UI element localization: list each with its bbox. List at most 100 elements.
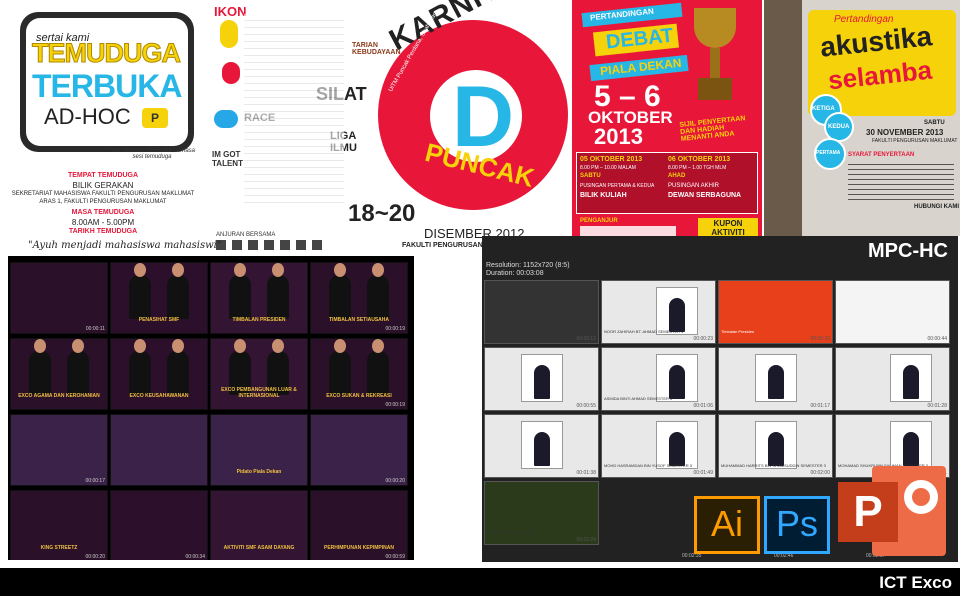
mascot-icon-2: [222, 62, 240, 84]
video-thumbnail: EXCO AGAMA DAN KEROHANIAN: [10, 338, 108, 410]
mpc-app-name: MPC-HC: [868, 240, 948, 262]
hubungi-label: HUBUNGI KAMI: [914, 204, 959, 210]
video-thumbnail: TIMBALAN PRESIDEN: [210, 262, 308, 334]
time-label: MASA TEMUDUGA: [71, 209, 135, 216]
anjuran-label: ANJURAN BERSAMA: [216, 232, 276, 238]
mpc-thumbnail: Aktiviti SMF Semester 2013 00:02:24: [484, 481, 599, 545]
day1-time: 8.00 PM – 10.00 MALAM: [580, 165, 636, 171]
powerpoint-letter: P: [838, 482, 898, 542]
mascot-icon: [220, 20, 238, 48]
footer-bar: ICT Exco: [0, 568, 960, 596]
thumbnail-time: 00:00:17: [85, 478, 105, 484]
motto-strip: [8, 234, 208, 256]
portrait-photo: [656, 354, 698, 402]
mpc-thumbnail: 00:01:17: [718, 347, 833, 411]
photoshop-icon: Ps: [764, 496, 830, 554]
thumbnail-time: 00:00:19: [385, 326, 405, 332]
im-logo: P: [142, 108, 168, 128]
person-figure: [29, 339, 51, 395]
time-value: 8.00AM - 5.00PM: [71, 218, 135, 227]
debat-dates: 5 – 6: [594, 80, 661, 113]
person-figure: [367, 263, 389, 319]
mpc-thumbnail: Timbalan Presiden 00:00:33: [718, 280, 833, 344]
portrait-figure: [768, 432, 784, 466]
thumbnail-time: 00:00:23: [693, 336, 713, 342]
thumbnail-time: 00:00:11: [85, 326, 105, 332]
place-label: TEMPAT TEMUDUGA: [67, 172, 139, 179]
thumbnail-caption: MOHD HASRAMDAN BIN YUSOF SEMESTER 3: [604, 463, 692, 468]
portrait-figure: [903, 365, 919, 399]
thumbnail-time: 00:00:44: [927, 336, 947, 342]
heading-small: sertai kami: [36, 32, 90, 44]
akustika-day: SABTU: [924, 120, 945, 126]
person-figure: [67, 339, 89, 395]
mpc-resolution: Resolution: 1152x720 (8:5): [486, 262, 570, 269]
person-figure: [267, 263, 289, 319]
person-figure: [129, 263, 151, 319]
thumbnail-time: 00:01:06: [693, 403, 713, 409]
mpc-thumbnail: 00:01:38: [484, 414, 599, 478]
video-thumbnail: EXCO PEMBANGUNAN LUAR & INTERNASIONAL: [210, 338, 308, 410]
portrait-photo: [755, 421, 797, 469]
video-thumbnail: Pidato Piala Dekan: [210, 414, 308, 486]
portrait-figure: [669, 298, 685, 332]
debat-year: 2013: [594, 124, 643, 149]
badge-pertama: [814, 138, 846, 170]
day1-day: SABTU: [580, 173, 601, 179]
rules-text: [848, 160, 954, 202]
video-thumbnail: 00:00:20: [310, 414, 408, 486]
day2-time: 8.00 PM – 1.00 TGH MLM: [668, 165, 727, 171]
portrait-figure: [534, 432, 550, 466]
thumbnail-caption: Pidato Piala Dekan: [236, 469, 282, 475]
thumbnail-time: 00:01:38: [576, 470, 596, 476]
pertandingan-text: Pertandingan: [834, 14, 894, 25]
thumbnail-caption: Aktiviti SMF Semester 2013: [487, 530, 537, 535]
thumbnail-caption: TIMBALAN PRESIDEN: [232, 317, 286, 323]
day2-date: 06 OKTOBER 2013: [668, 156, 731, 163]
ketiga-label: KETIGA: [812, 106, 835, 112]
person-figure: [167, 339, 189, 395]
person-figure: [329, 339, 351, 395]
syarat-label: SYARAT PENYERTAAN: [848, 152, 915, 158]
thumbnail-caption: EXCO SUKAN & REKREASI: [326, 393, 392, 399]
hadiah-text: SIJIL PENYERTAAN DAN HADIAH MENANTI ANDA: [679, 115, 746, 143]
resume-note: *sila sertakan RESUME semasa sesi temudu…: [108, 148, 196, 160]
video-thumbnail: AKTIVITI SMF ASAM DAYANG: [210, 490, 308, 560]
mpc-thumbnail: MUHAMMAD HARRITS BIN SHAMSUDDIN SEMESTER…: [718, 414, 833, 478]
thumbnail-time: 00:00:20: [85, 554, 105, 560]
debat-month: OKTOBER: [588, 108, 673, 127]
motto-text: "Ayuh menjadi mahasiswa mahasiswi": [28, 240, 222, 251]
mpc-thumbnail: 00:00:44: [835, 280, 950, 344]
person-figure: [267, 339, 289, 395]
penganjur-label: PENGANJUR: [580, 218, 618, 224]
thumbnail-time: 00:02:35: [682, 553, 702, 559]
portrait-figure: [534, 365, 550, 399]
d-letter: D: [452, 69, 515, 165]
portrait-photo: [755, 354, 797, 402]
portrait-photo: [521, 421, 563, 469]
mpc-thumbnail: 00:01:28: [835, 347, 950, 411]
portrait-photo: [656, 287, 698, 335]
video-thumbnail: PERHIMPUNAN KEPIMPINAN 00:00:59: [310, 490, 408, 560]
trophy-icon: [688, 8, 742, 104]
thumbnail-caption: MOHAMAD SHUKRI BIN SALIMAN SEMESTER 3: [838, 463, 928, 468]
thumbnail-caption: EXCO KEUSAHAWANAN: [129, 393, 189, 399]
footer-text: ICT Exco: [879, 573, 952, 592]
video-thumbnail: EXCO SUKAN & REKREASI 00:00:19: [310, 338, 408, 410]
debat-poster: PERTANDINGAN DEBAT PIALA DEKAN 5 – 6 OKT…: [572, 0, 762, 252]
day1-round: PUSINGAN PERTAMA & KEDUA: [580, 183, 655, 189]
thumbnail-caption: MUHAMMAD HARRITS BIN SHAMSUDDIN SEMESTER…: [721, 463, 826, 468]
person-figure: [229, 339, 251, 395]
thumbnail-caption: KING STREETZ: [40, 545, 78, 551]
thumbnail-time: 00:00:33: [810, 336, 830, 342]
thumbnail-caption: NOOR ZAHIRAH BT. AHMAD SEMESTER 1: [604, 329, 684, 334]
person-figure: [229, 263, 251, 319]
video-thumbnail: EXCO KEUSAHAWANAN: [110, 338, 208, 410]
thumbnail-time: 00:01:17: [810, 403, 830, 409]
portrait-photo: [521, 354, 563, 402]
thumbnail-caption: EXCO AGAMA DAN KEROHANIAN: [18, 393, 100, 399]
schedule-box: [576, 152, 758, 214]
video-thumbnail: [110, 414, 208, 486]
thumbnail-time: 00:02:24: [576, 537, 596, 543]
guitar-shape: [764, 0, 802, 236]
